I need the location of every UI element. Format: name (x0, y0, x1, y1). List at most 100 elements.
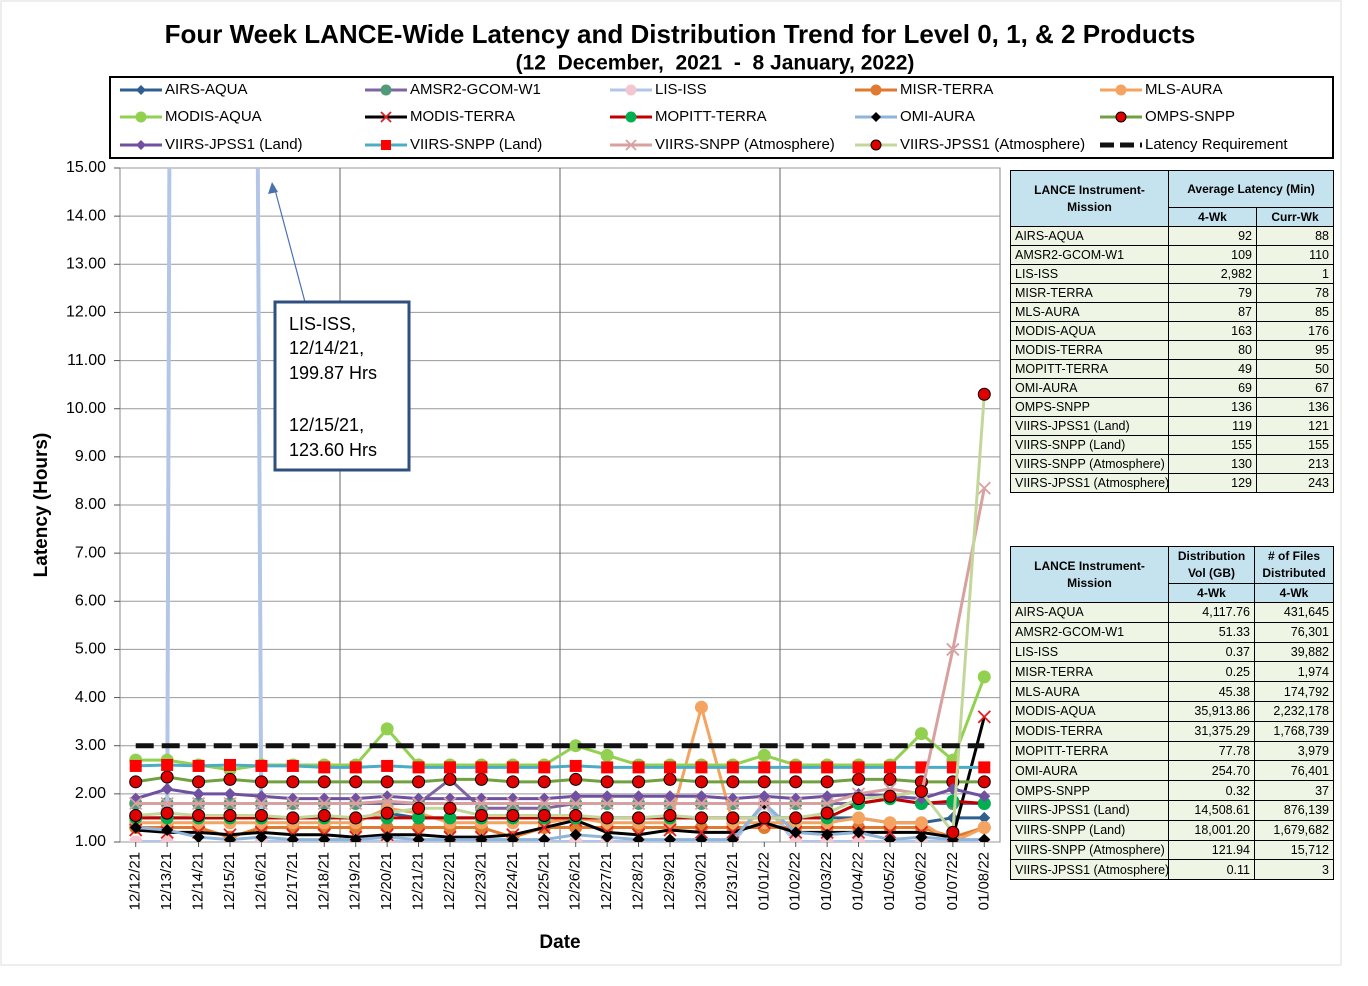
marker (380, 806, 394, 820)
table-cell: 109 (1168, 245, 1257, 265)
marker (977, 710, 991, 724)
x-tick-label: 12/21/21 (410, 852, 427, 910)
marker (475, 833, 488, 842)
marker (852, 772, 866, 786)
marker (978, 833, 991, 842)
marker (789, 775, 803, 789)
stats-table: LANCE Instrument-Mission Distribution Vol… (1010, 546, 1334, 881)
table-cell: 1 (1256, 264, 1334, 284)
table-subheader: 4-Wk (1168, 583, 1255, 603)
marker (757, 775, 771, 789)
table-cell: 243 (1256, 473, 1334, 493)
table-cell: 49 (1168, 359, 1257, 379)
annotation-box (273, 300, 411, 472)
table-cell: 130 (1168, 454, 1257, 474)
table-cell: 121 (1256, 416, 1334, 436)
x-axis-title: Date (539, 932, 580, 953)
legend-label: AMSR2-GCOM-W1 (410, 81, 541, 98)
marker (600, 775, 614, 789)
table-cell: 155 (1256, 435, 1334, 455)
marker (161, 783, 174, 796)
table-row-label: VIIRS-JPSS1 (Land) (1010, 799, 1169, 821)
y-tick-label: 13.00 (66, 256, 106, 273)
marker (632, 833, 645, 842)
table-cell: 95 (1256, 340, 1334, 360)
legend-label: MODIS-AQUA (165, 108, 262, 125)
y-tick-label: 9.00 (75, 448, 106, 465)
legend-marker (136, 85, 146, 95)
marker (349, 833, 362, 842)
table-row-label: AIRS-AQUA (1010, 602, 1169, 623)
marker (820, 796, 834, 811)
x-tick-label: 12/18/21 (315, 852, 332, 910)
marker (852, 792, 866, 806)
series-line (135, 763, 985, 769)
x-tick-label: 01/03/22 (818, 852, 835, 910)
marker (317, 796, 331, 811)
marker (915, 761, 928, 774)
marker (254, 809, 268, 823)
x-tick-label: 01/08/22 (975, 852, 992, 910)
x-tick-label: 12/31/21 (724, 852, 741, 910)
table-cell: 2,982 (1168, 264, 1257, 284)
x-tick-label: 12/16/21 (252, 852, 269, 910)
marker (663, 796, 677, 811)
marker (286, 759, 299, 772)
marker (632, 775, 646, 789)
table-row-label: OMPS-SNPP (1010, 780, 1169, 801)
table-cell: 155 (1168, 435, 1257, 455)
table-cell: 163 (1168, 321, 1257, 341)
marker (506, 775, 520, 789)
marker (664, 761, 676, 774)
marker (381, 759, 394, 772)
table-cell: 15,712 (1254, 839, 1334, 861)
stats-table: LANCE Instrument-Mission Average Latency … (1010, 170, 1334, 493)
marker (821, 828, 834, 841)
marker (537, 809, 551, 823)
legend-marker (380, 111, 392, 123)
table-header: LANCE Instrument-Mission (1010, 546, 1169, 603)
annotation-text: 12/14/21, (289, 338, 364, 358)
marker (978, 761, 991, 774)
marker (601, 761, 614, 774)
legend-label: VIIRS-JPSS1 (Atmosphere) (900, 136, 1085, 153)
table-cell: 136 (1256, 397, 1334, 417)
marker (443, 772, 457, 786)
marker (789, 811, 803, 825)
table-cell: 254.70 (1168, 760, 1255, 782)
marker (884, 761, 896, 774)
series-line (135, 801, 985, 842)
marker (381, 831, 394, 842)
x-tick-label: 01/05/22 (881, 852, 898, 910)
marker (380, 775, 394, 789)
table-cell: 121.94 (1168, 839, 1255, 861)
legend-label: AIRS-AQUA (165, 81, 248, 98)
marker (789, 761, 802, 774)
table-row-label: MODIS-AQUA (1010, 700, 1169, 722)
table-row-label: LIS-ISS (1010, 264, 1169, 284)
table-cell: 0.11 (1168, 859, 1255, 881)
marker (506, 833, 519, 842)
x-tick-label: 12/22/21 (441, 852, 458, 910)
x-tick-label: 01/01/22 (755, 852, 772, 910)
marker (349, 811, 363, 825)
table-cell: 3 (1254, 859, 1334, 881)
marker (946, 825, 960, 839)
marker (789, 826, 802, 839)
table-row-label: VIIRS-JPSS1 (Atmosphere) (1010, 473, 1169, 493)
legend-marker (625, 111, 637, 123)
marker (161, 758, 174, 771)
marker (977, 481, 991, 495)
marker (129, 835, 143, 842)
marker (664, 833, 676, 842)
table-cell: 76,401 (1254, 760, 1334, 782)
marker (129, 759, 142, 772)
marker (537, 775, 551, 789)
marker (254, 775, 268, 789)
marker (820, 775, 834, 789)
marker (883, 816, 897, 830)
table-cell: 2,232,178 (1254, 700, 1334, 722)
marker (129, 796, 143, 811)
table-cell: 80 (1168, 340, 1257, 360)
